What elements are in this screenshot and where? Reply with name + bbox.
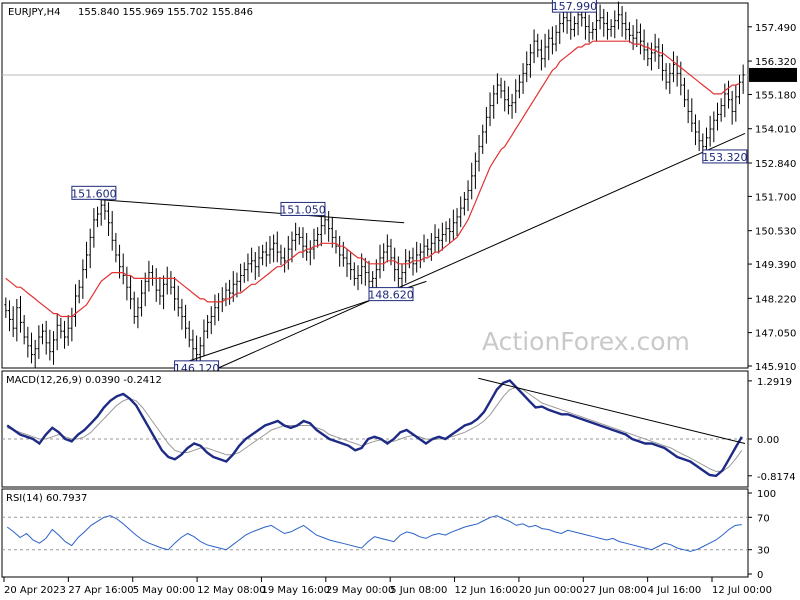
- macd-trendline: [478, 377, 746, 444]
- rsi-tick-label: 30: [757, 546, 770, 557]
- price-annotations: 151.600151.050148.620146.120157.990153.3…: [71, 0, 748, 375]
- time-tick-label: 19 May 16:00: [261, 585, 330, 596]
- price-label-text: 148.620: [368, 289, 414, 302]
- time-tick-label: 5 Jun 08:00: [390, 585, 447, 596]
- price-tick-label: 156.320: [755, 57, 796, 68]
- time-tick-label: 29 May 00:00: [326, 585, 395, 596]
- macd-title: MACD(12,26,9) 0.0390 -0.2412: [6, 375, 162, 386]
- macd-axis: 1.2919 0.00 -0.8174: [748, 377, 796, 483]
- rsi-axis: 100 70 30 0: [748, 489, 776, 581]
- price-label-text: 153.320: [702, 151, 748, 164]
- price-tick-label: 151.700: [755, 192, 796, 203]
- trendline: [96, 198, 405, 224]
- last-price-box: [749, 67, 797, 82]
- price-label-box: [702, 149, 748, 164]
- price-label-box: [551, 0, 597, 13]
- time-tick-label: 20 Apr 2023: [4, 585, 66, 596]
- macd-tick-label: 1.2919: [757, 377, 792, 388]
- macd-tick-label: 0.00: [757, 435, 779, 446]
- time-tick-label: 27 Apr 16:00: [68, 585, 133, 596]
- rsi-tick-label: 70: [757, 513, 770, 524]
- chart-header-symbol: EURJPY,H4: [8, 7, 61, 18]
- moving-average-line: [5, 40, 740, 318]
- rsi-tick-label: 0: [757, 570, 763, 581]
- rsi-tick-label: 100: [757, 489, 776, 500]
- rsi-line: [2, 515, 748, 552]
- time-tick-label: 20 Jun 00:00: [519, 585, 583, 596]
- price-tick-label: 148.220: [755, 294, 796, 305]
- price-tick-label: 150.530: [755, 227, 796, 238]
- price-tick-label: 147.050: [755, 329, 796, 340]
- price-axis: 157.490 156.320 155.180 154.010 152.840 151.7…: [748, 23, 797, 373]
- price-tick-label: 149.390: [755, 260, 796, 271]
- moving-average: [5, 40, 740, 318]
- price-label-box: [71, 185, 117, 200]
- time-tick-label: 12 Jun 16:00: [455, 585, 519, 596]
- price-tick-label: 152.840: [755, 159, 796, 170]
- time-tick-label: 12 Jul 00:00: [712, 585, 772, 596]
- price-label-box: [368, 287, 414, 302]
- price-panel: [1, 2, 749, 369]
- time-axis: 20 Apr 2023 27 Apr 16:00 5 May 00:00 12 May…: [3, 577, 772, 596]
- time-tick-label: 5 May 00:00: [133, 585, 195, 596]
- price-label-text: 157.990: [552, 0, 598, 13]
- price-tick-label: 157.490: [755, 23, 796, 34]
- price-tick-label: 155.180: [755, 90, 796, 101]
- time-tick-label: 4 Jul 16:00: [648, 585, 702, 596]
- macd-panel: [1, 370, 749, 488]
- price-tick-label: 145.910: [755, 362, 796, 373]
- price-candles: [4, 1, 745, 368]
- watermark-text: ActionForex.com: [482, 327, 690, 356]
- rsi-title: RSI(14) 60.7937: [6, 493, 87, 504]
- time-tick-label: 27 Jun 08:00: [583, 585, 647, 596]
- macd-main: [6, 379, 743, 478]
- chart-header-ohlc: 155.840 155.969 155.702 155.846: [78, 7, 253, 18]
- rsi-panel: [1, 488, 749, 578]
- trendline: [218, 132, 746, 369]
- last-price-label: 155.846: [752, 71, 793, 82]
- price-label-box: [280, 201, 326, 216]
- macd-tick-label: -0.8174: [757, 472, 796, 483]
- macd-lines: [2, 377, 748, 478]
- price-label-text: 151.600: [71, 187, 117, 200]
- price-tick-label: 154.010: [755, 125, 796, 136]
- time-tick-label: 12 May 08:00: [197, 585, 266, 596]
- price-label-text: 151.050: [280, 203, 326, 216]
- rsi-values: [6, 515, 742, 552]
